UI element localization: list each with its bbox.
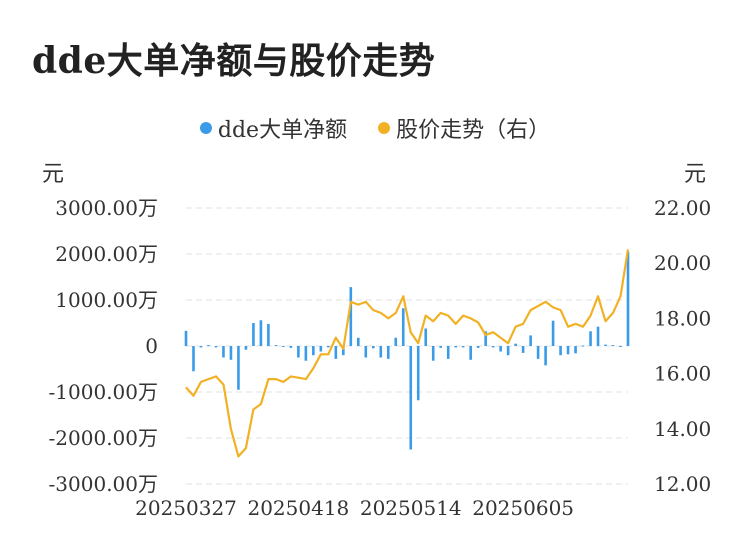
bar — [274, 345, 278, 347]
bar — [596, 326, 600, 346]
left-tick-label: 2000.00万 — [55, 242, 158, 266]
bar — [237, 346, 240, 390]
bar — [499, 346, 502, 352]
bar — [619, 346, 622, 347]
x-tick-label: 20250605 — [472, 496, 574, 520]
bar — [401, 308, 405, 346]
legend-item-price[interactable]: 股价走势（右） — [378, 112, 550, 144]
right-tick-label: 22.00 — [654, 196, 711, 220]
bar — [446, 346, 450, 359]
bar — [304, 346, 308, 361]
bar — [589, 331, 592, 346]
legend-label-price: 股价走势（右） — [396, 118, 551, 143]
bar — [312, 346, 315, 356]
bar — [192, 346, 195, 372]
bar — [244, 346, 248, 350]
price-line — [185, 249, 630, 458]
bar — [469, 346, 472, 360]
bar — [506, 346, 510, 356]
bar — [514, 343, 517, 346]
left-tick-label: -2000.00万 — [49, 426, 158, 450]
bar — [379, 346, 383, 358]
bar — [386, 346, 390, 359]
right-tick-label: 14.00 — [654, 417, 711, 441]
bar — [416, 346, 420, 401]
bar — [611, 345, 615, 347]
legend-item-dde[interactable]: dde大单净额 — [199, 112, 348, 144]
bar — [484, 331, 487, 346]
bar — [334, 346, 338, 359]
chart-title: dde大单净额与股价走势 — [32, 40, 436, 82]
bar — [409, 346, 413, 450]
legend-dot-bar-icon — [199, 122, 212, 134]
right-tick-label: 18.00 — [654, 306, 711, 330]
right-tick-label: 20.00 — [654, 251, 711, 275]
right-axis-unit: 元 — [684, 162, 707, 187]
bar — [222, 346, 225, 358]
bar — [431, 346, 435, 361]
left-tick-label: 3000.00万 — [55, 196, 158, 220]
bar — [349, 287, 353, 346]
bar — [229, 346, 233, 360]
legend: dde大单净额 股价走势（右） — [0, 112, 750, 144]
left-tick-label: -1000.00万 — [49, 380, 158, 404]
left-axis-unit: 元 — [42, 162, 65, 187]
x-tick-label: 20250514 — [360, 496, 462, 520]
bar — [544, 346, 547, 366]
bar — [199, 346, 203, 348]
bar — [319, 346, 323, 352]
x-tick-label: 20250418 — [247, 496, 349, 520]
left-tick-label: -3000.00万 — [49, 472, 158, 496]
bar — [581, 345, 585, 347]
bar — [476, 346, 480, 348]
bar — [364, 346, 368, 358]
bar — [604, 344, 607, 346]
bar — [282, 346, 285, 347]
bar — [529, 335, 532, 346]
bar — [574, 346, 577, 354]
bar — [207, 345, 210, 347]
bar — [297, 346, 300, 358]
bar — [259, 320, 263, 346]
bar — [454, 346, 457, 348]
bar — [214, 346, 218, 348]
bar — [371, 346, 375, 349]
bar — [424, 328, 428, 346]
bar — [342, 346, 345, 356]
bar — [289, 346, 293, 348]
bar — [551, 320, 555, 346]
right-tick-label: 12.00 — [654, 472, 711, 496]
bar — [559, 346, 562, 356]
bar — [439, 346, 443, 348]
legend-dot-line-icon — [378, 122, 391, 134]
bar — [626, 251, 630, 346]
bar — [267, 323, 270, 346]
right-tick-label: 16.00 — [654, 362, 711, 386]
bar — [491, 346, 495, 348]
bar — [252, 323, 255, 346]
x-tick-label: 20250327 — [135, 496, 237, 520]
legend-label-dde: dde大单净额 — [217, 118, 348, 143]
bar — [536, 346, 540, 359]
bar — [521, 346, 525, 353]
bar — [394, 337, 398, 346]
bar — [184, 330, 188, 346]
bar — [357, 337, 360, 346]
bar — [327, 346, 330, 348]
left-tick-label: 1000.00万 — [55, 288, 158, 312]
left-tick-label: 0 — [145, 334, 158, 358]
bar — [566, 346, 570, 355]
bar — [461, 346, 465, 348]
